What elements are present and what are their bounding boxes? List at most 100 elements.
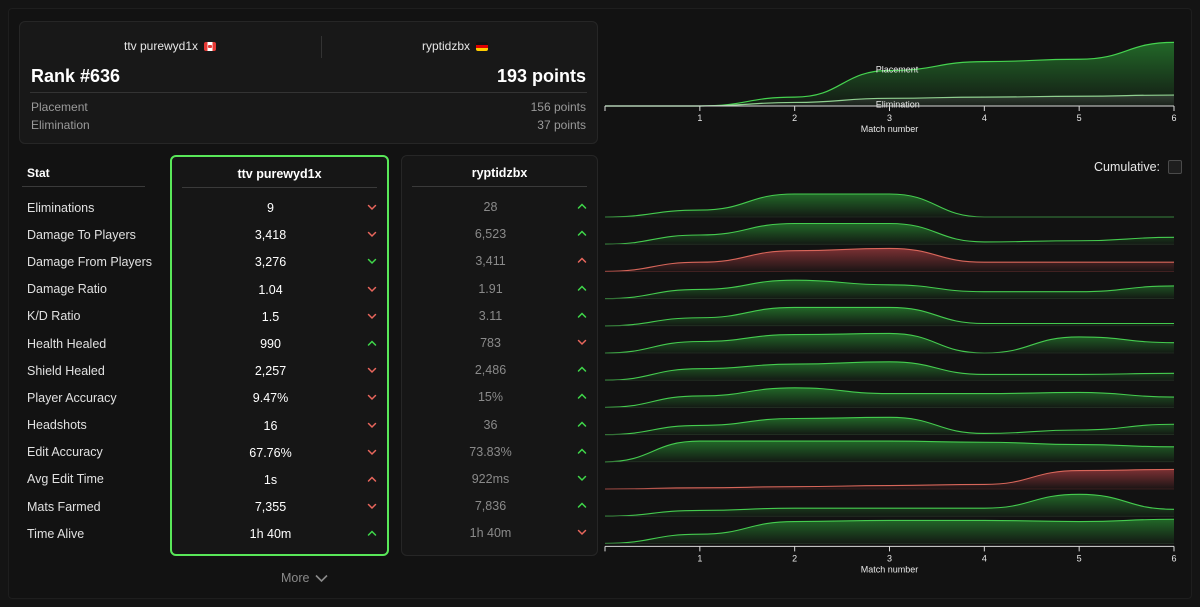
germany-flag-icon <box>476 41 489 51</box>
divider <box>22 186 145 187</box>
chevron-up-icon <box>577 420 587 427</box>
ridge-line <box>604 306 1174 327</box>
ridge-line <box>604 440 1175 463</box>
divider <box>182 187 377 188</box>
stat-value: 15% <box>477 390 504 405</box>
elimination-series-label: Elimination <box>876 99 920 109</box>
stat-value: 783 <box>480 335 501 350</box>
stat-value: 67.76% <box>249 445 292 460</box>
stat-value-row: 15% <box>402 383 597 410</box>
chevron-down-icon <box>367 395 377 401</box>
stat-value-row: 1s <box>172 466 387 493</box>
ridge-line <box>604 416 1175 436</box>
chevron-down-icon <box>577 339 587 345</box>
ridge-area <box>605 223 1174 245</box>
ridge-line <box>604 279 1175 300</box>
stat-value-row: 2,486 <box>402 356 597 383</box>
chevron-up-icon <box>577 448 587 454</box>
chevron-down-icon <box>577 530 587 536</box>
ridge-area <box>605 469 1174 489</box>
ridge-line <box>604 493 1175 517</box>
chevron-down-icon <box>367 422 377 428</box>
stat-value-row: 16 <box>172 412 387 439</box>
stat-value-row: 36 <box>402 411 597 438</box>
chevron-down-icon <box>367 367 377 374</box>
chevron-down-icon <box>315 574 329 582</box>
chevron-up-icon <box>577 393 587 400</box>
stat-value: 36 <box>483 417 498 432</box>
chevron-up-icon <box>577 366 587 372</box>
chevron-up-icon <box>577 285 587 291</box>
ridge-area <box>605 519 1174 544</box>
chevron-up-icon <box>367 530 377 536</box>
stat-value: 3.11 <box>478 308 503 323</box>
cumulative-label: Cumulative: <box>1094 160 1160 174</box>
more-button[interactable]: More <box>281 571 329 585</box>
ridge-area <box>605 248 1174 272</box>
stat-value: 1s <box>263 472 278 487</box>
stat-value-row: 3.11 <box>402 302 597 329</box>
ridge-area <box>605 387 1174 408</box>
stat-value-row: 7,836 <box>402 492 597 519</box>
stat-value-row: 3,411 <box>402 247 597 274</box>
summary-card: ttv purewyd1x ryptidzbx Rank #636 193 po… <box>19 21 598 144</box>
player-1-header[interactable]: ttv purewyd1x <box>124 39 217 53</box>
ridge-line <box>604 247 1174 272</box>
player-2-name: ryptidzbx <box>422 39 471 53</box>
chevron-down-icon <box>577 475 587 481</box>
stat-value: 3,276 <box>254 255 287 270</box>
stat-value-row: 7,355 <box>172 493 387 520</box>
stat-value: 1.04 <box>258 282 283 297</box>
stat-value-row: 9.47% <box>172 384 387 411</box>
placement-label: Placement <box>31 100 88 114</box>
x-tick-label: 4 <box>982 113 987 123</box>
stat-value: 16 <box>263 418 278 433</box>
chevron-down-icon <box>367 286 377 292</box>
stat-value-row: 67.76% <box>172 439 387 466</box>
chevron-up-icon <box>577 502 587 508</box>
chevron-up-icon <box>367 340 377 346</box>
stat-label: Damage Ratio <box>27 282 107 297</box>
stat-value: 990 <box>260 336 281 351</box>
elimination-area <box>605 95 1174 106</box>
stat-value: 9 <box>267 201 274 215</box>
player-2-values: 28 6,523 3,411 1.91 3.11 783 2,486 15% 36 73.83% 9… <box>402 193 597 546</box>
stat-value-row: 1h 40m <box>172 520 387 547</box>
chevron-up-icon <box>577 203 587 209</box>
ridge-line <box>604 361 1175 381</box>
player-1-stats-column[interactable]: ttv purewyd1x 9 3,418 3,276 1.04 1.5 990 2,257… <box>170 155 389 556</box>
elimination-points: 37 points <box>537 118 586 132</box>
x-tick-label: 1 <box>697 113 702 123</box>
stat-label: Damage To Players <box>27 227 136 242</box>
stat-value-row: 3,276 <box>172 248 387 275</box>
stat-value-row: 922ms <box>402 465 597 492</box>
ridge-line <box>604 222 1175 245</box>
divider <box>412 186 587 187</box>
stat-value-row: 28 <box>402 193 597 220</box>
stat-label: Eliminations <box>27 200 95 215</box>
stat-value-row: 9 <box>172 194 387 221</box>
cumulative-toggle[interactable]: Cumulative: <box>1094 160 1182 174</box>
divider <box>30 92 587 93</box>
x-tick-label: 5 <box>1077 113 1082 123</box>
ridge-line <box>604 518 1175 544</box>
x-tick-label: 2 <box>792 113 797 123</box>
ridge-area <box>605 494 1174 517</box>
chevron-down-icon <box>367 313 377 319</box>
stat-label-list: Eliminations Damage To Players Damage From… <box>27 194 167 547</box>
stat-label: Avg Edit Time <box>27 472 104 487</box>
x-axis-label: Match number <box>861 564 919 574</box>
cumulative-checkbox[interactable] <box>1168 160 1182 174</box>
placement-series-label: Placement <box>876 64 919 74</box>
stat-value-row: 73.83% <box>402 438 597 465</box>
rank-label: Rank #636 <box>31 66 121 86</box>
player-2-header[interactable]: ryptidzbx <box>422 39 489 53</box>
stat-value-row: 1.5 <box>172 303 387 330</box>
stat-value: 2,486 <box>474 363 507 378</box>
stat-value: 2,257 <box>254 364 287 379</box>
stat-value: 1.91 <box>478 281 503 296</box>
stat-label: Time Alive <box>27 526 85 541</box>
x-tick-label: 4 <box>982 553 987 563</box>
stat-value: 9.47% <box>252 391 289 406</box>
player-2-stats-column[interactable]: ryptidzbx 28 6,523 3,411 1.91 3.11 783 2,486 15… <box>401 155 598 556</box>
